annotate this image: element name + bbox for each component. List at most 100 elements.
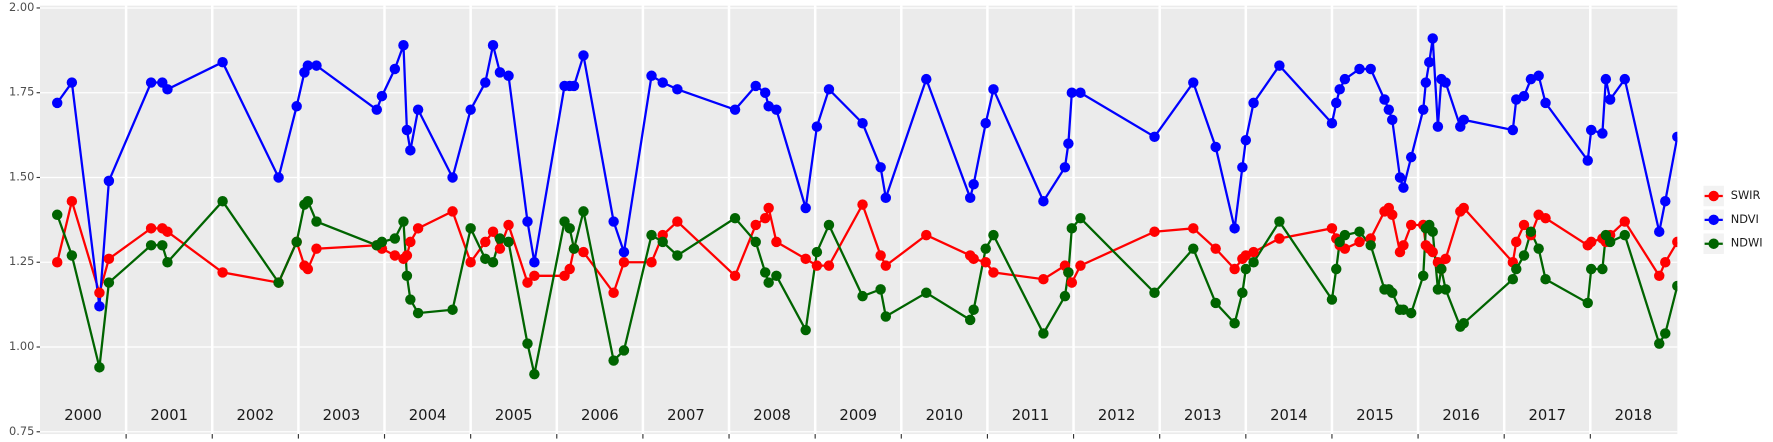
point (302, 195, 314, 207)
point (465, 223, 476, 234)
point (672, 216, 683, 227)
point (389, 63, 401, 75)
point (376, 236, 388, 248)
point (1600, 73, 1612, 85)
point (646, 229, 657, 241)
point (729, 104, 741, 115)
point (1188, 77, 1199, 88)
point (217, 267, 228, 278)
annotations: 2000 2001 2002 2003 2004 2005 2006 2007 2008 2009… (64, 407, 1652, 424)
point (1507, 124, 1519, 136)
point (672, 84, 683, 95)
point (1188, 223, 1199, 234)
point (1038, 273, 1049, 285)
point (1066, 277, 1078, 288)
point (1379, 94, 1390, 105)
point (1585, 236, 1597, 248)
point (487, 257, 499, 268)
panel (39, 5, 1678, 435)
point (311, 60, 322, 71)
point (145, 77, 157, 88)
point (503, 236, 514, 248)
point (1059, 162, 1071, 173)
point (811, 121, 823, 132)
year-label: 2007 (667, 407, 705, 424)
y-tick-label: 1.00 (9, 339, 34, 353)
point (771, 270, 782, 282)
point (759, 212, 771, 224)
point (1672, 131, 1678, 143)
point (646, 70, 657, 81)
point (503, 219, 514, 231)
point (291, 101, 302, 112)
point (66, 195, 78, 207)
point (480, 236, 491, 248)
point (503, 70, 514, 81)
y-tick-label: 2.00 (9, 0, 34, 14)
point (1383, 104, 1395, 115)
year-label: 2001 (150, 407, 188, 424)
point (811, 260, 823, 271)
y-tick-label: 1.50 (9, 169, 34, 183)
year-label: 2004 (409, 407, 447, 424)
point (1654, 338, 1665, 349)
point (763, 202, 774, 214)
point (522, 216, 533, 227)
point (412, 104, 424, 115)
point (398, 216, 409, 227)
point (750, 236, 761, 248)
point (1398, 182, 1409, 193)
year-label: 2009 (839, 407, 877, 424)
point (412, 223, 424, 234)
point (465, 104, 476, 115)
point (568, 243, 580, 254)
point (66, 250, 78, 261)
point (823, 219, 835, 231)
point (371, 104, 382, 115)
point (1540, 97, 1551, 109)
point (401, 250, 413, 261)
point (608, 216, 619, 227)
point (1440, 284, 1451, 295)
point (618, 246, 630, 258)
point (1458, 114, 1469, 126)
year-label: 2013 (1184, 407, 1222, 424)
point (401, 124, 413, 136)
point (578, 50, 589, 61)
year-label: 2018 (1615, 407, 1653, 424)
point (1619, 229, 1631, 241)
point (529, 257, 540, 268)
year-label: 2011 (1012, 407, 1050, 424)
point (771, 104, 782, 115)
year-label: 2006 (581, 407, 619, 424)
point (875, 250, 886, 261)
point (1063, 138, 1074, 149)
point (1507, 273, 1519, 285)
point (465, 257, 476, 268)
point (376, 90, 388, 102)
point (103, 253, 115, 265)
point (1518, 90, 1530, 102)
point (1427, 246, 1438, 258)
grid (39, 5, 1678, 435)
point (1619, 216, 1631, 227)
legend-swatch (1708, 238, 1719, 249)
legend-label: SWIR (1731, 188, 1761, 202)
point (568, 80, 580, 92)
point (1354, 63, 1365, 75)
point (1660, 257, 1671, 268)
point (1604, 236, 1616, 248)
point (405, 145, 416, 156)
point (1585, 263, 1597, 275)
point (1274, 60, 1285, 71)
year-label: 2017 (1528, 407, 1566, 424)
point (311, 243, 322, 254)
point (1432, 121, 1444, 132)
series-line (56, 199, 1678, 375)
y-tick-label: 1.75 (9, 85, 34, 99)
point (1240, 134, 1252, 146)
point (405, 236, 416, 248)
point (51, 97, 63, 109)
point (1432, 284, 1444, 295)
point (1339, 229, 1351, 241)
